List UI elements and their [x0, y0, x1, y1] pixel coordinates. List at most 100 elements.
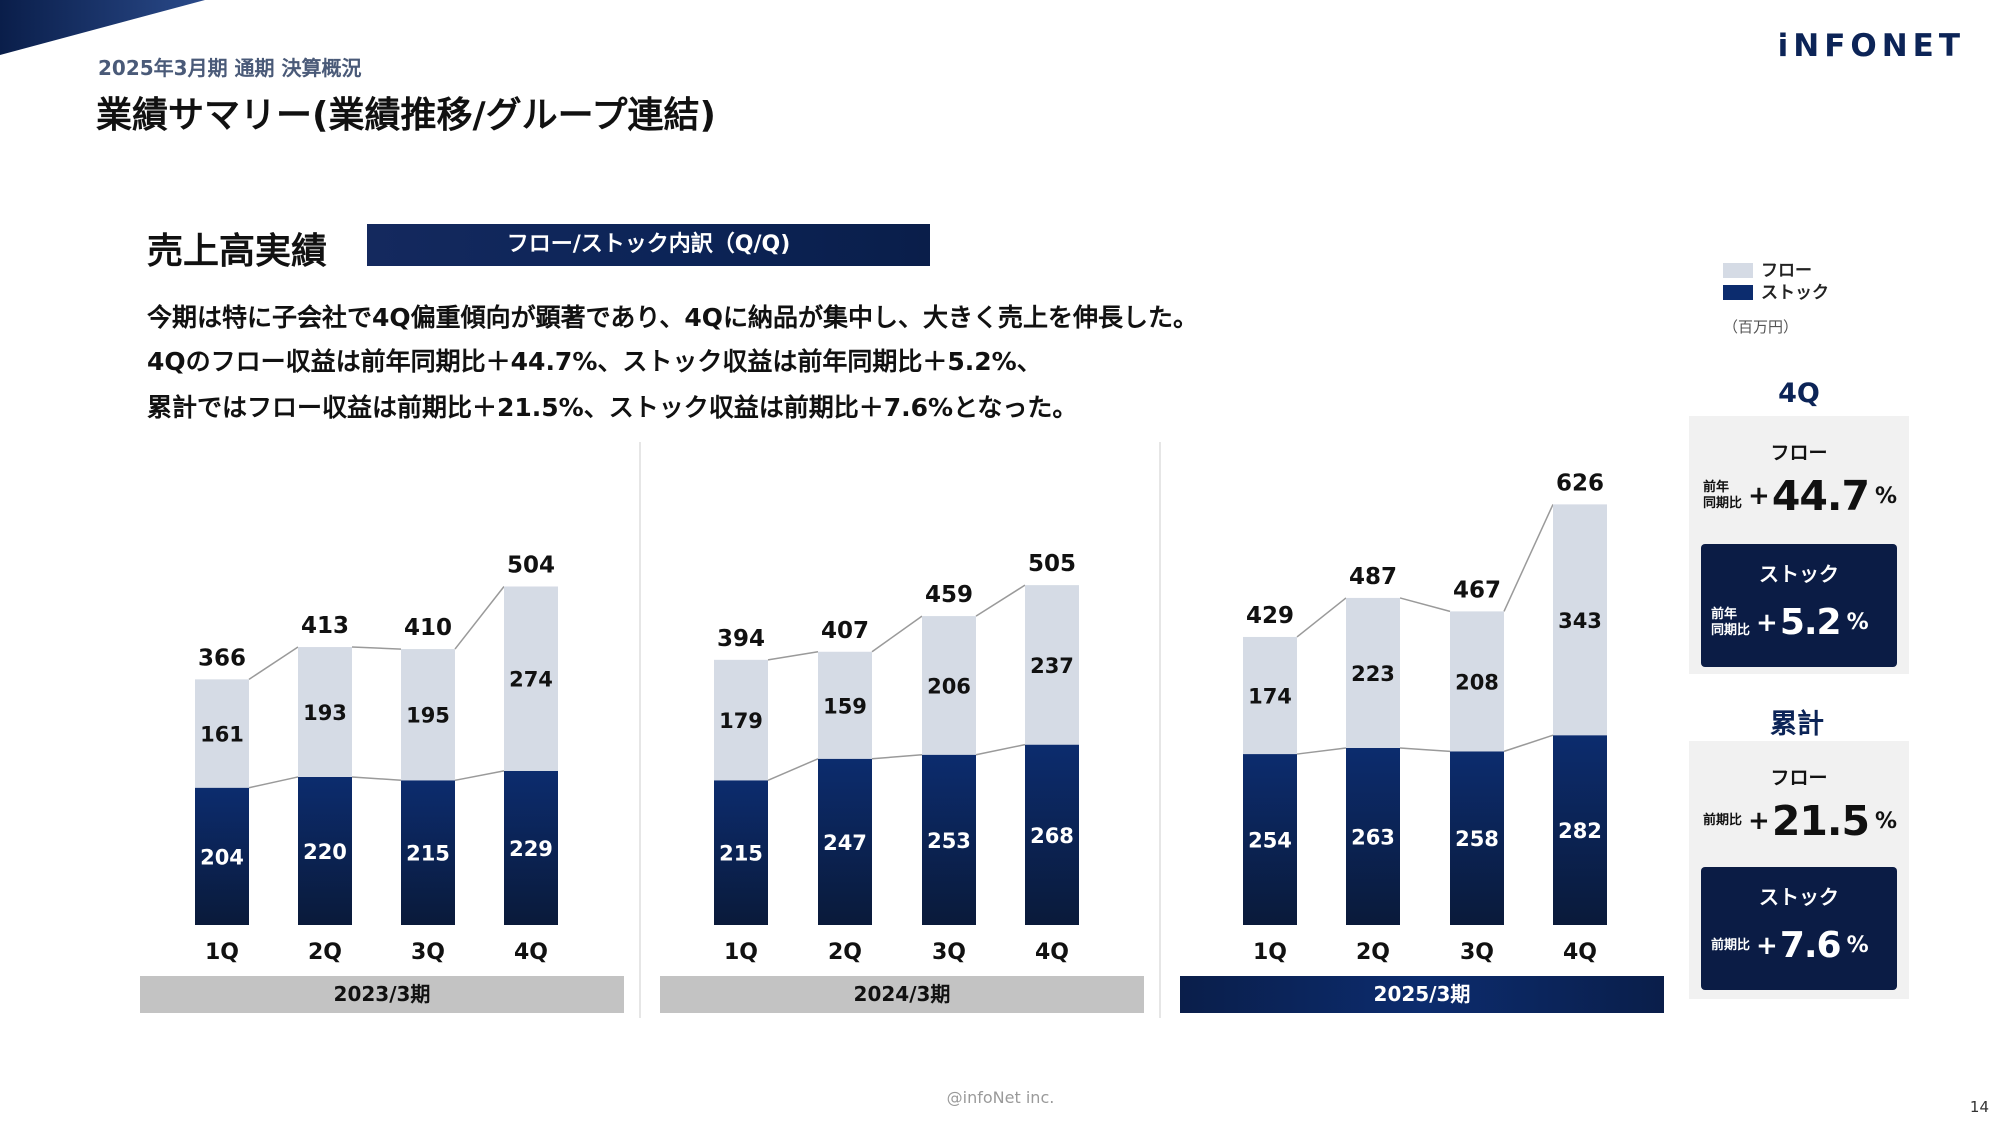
- bar-stock: [195, 787, 249, 925]
- connector-stock: [1399, 747, 1451, 753]
- description-line-2: 4Qのフロー収益は前年同期比＋44.7%、ストック収益は前年同期比＋5.2%、: [147, 347, 1042, 376]
- data-label-stock: 268: [1030, 824, 1074, 848]
- panel-4q-flow-comp-line1: 前年: [1703, 480, 1730, 495]
- plus-sign: +: [1748, 481, 1770, 511]
- bar-flow: [818, 651, 872, 759]
- panel-4q-heading: 4Q: [1778, 378, 1820, 409]
- bar-stock: [1553, 735, 1607, 925]
- bar-flow: [1553, 504, 1607, 736]
- data-label-flow: 223: [1351, 662, 1395, 686]
- panel-4q-stock-comp-line1: 前年: [1711, 606, 1738, 622]
- bar-stock: [1243, 754, 1297, 925]
- bar-flow: [922, 616, 976, 755]
- bar-stock: [922, 754, 976, 925]
- data-label-total: 394: [717, 626, 765, 652]
- data-label-stock: 254: [1248, 829, 1292, 853]
- plus-sign: +: [1756, 607, 1778, 638]
- legend-stock-swatch: [1723, 285, 1753, 300]
- data-label-stock: 258: [1455, 827, 1499, 851]
- panel-4q-stock-growth: 前年 同期比 + 5.2 %: [1711, 602, 1869, 643]
- panel-4q-flow-growth: 前年 同期比 + 44.7 %: [1703, 472, 1897, 520]
- panel-cumulative-stock-label: ストック: [1759, 885, 1839, 909]
- panel-4q-flow-value: 44.7: [1771, 472, 1870, 520]
- bar-flow: [1025, 585, 1079, 745]
- bar-flow: [298, 647, 352, 777]
- panel-4q-stock-value: 5.2: [1779, 602, 1842, 643]
- period-label: 2023/3期: [334, 982, 431, 1006]
- data-label-flow: 208: [1455, 670, 1499, 694]
- section-banner: フロー/ストック内訳（Q/Q): [367, 224, 930, 266]
- page-subtitle: 2025年3月期 通期 決算概況: [98, 56, 362, 80]
- data-label-total: 626: [1556, 470, 1604, 496]
- stacked-bar-chart: 204 161 366 1Q 220 193 413 2Q 215 195 410 3Q 229 274 5…: [140, 442, 1664, 1018]
- x-tick-label: 4Q: [514, 940, 548, 965]
- bar-flow: [1346, 597, 1400, 749]
- data-label-stock: 215: [406, 842, 450, 866]
- bar-stock: [504, 770, 558, 925]
- panel-cumulative-flow-value: 21.5: [1771, 797, 1870, 845]
- data-label-stock: 282: [1558, 819, 1602, 843]
- corner-decoration: [0, 0, 205, 55]
- x-tick-label: 4Q: [1563, 940, 1597, 965]
- data-label-total: 505: [1028, 551, 1076, 577]
- data-label-flow: 195: [406, 704, 450, 728]
- connector-stock: [1503, 734, 1554, 753]
- panel-4q-flow-label: フロー: [1770, 442, 1828, 464]
- data-label-stock: 253: [927, 829, 971, 853]
- x-tick-label: 2Q: [828, 940, 862, 965]
- data-label-stock: 204: [200, 845, 244, 869]
- panel-4q: フロー 前年 同期比 + 44.7 % ストック 前年 同期比 + 5.2 %: [1689, 416, 1909, 674]
- section-heading: 売上高実績: [147, 231, 328, 272]
- connector-total: [767, 651, 819, 661]
- data-label-flow: 179: [719, 709, 763, 733]
- bar-stock: [1025, 744, 1079, 925]
- unit-label: （百万円）: [1723, 318, 1799, 336]
- panel-cumulative-flow-label: フロー: [1770, 767, 1828, 789]
- panel-cumulative-flow-comparison: 前期比: [1703, 813, 1743, 828]
- company-logo: iNFONET: [1777, 28, 1965, 64]
- connector-total: [975, 584, 1026, 617]
- period-label-bar: [140, 976, 624, 1013]
- connector-total: [454, 586, 505, 650]
- data-label-stock: 247: [823, 831, 867, 855]
- plus-sign: +: [1748, 806, 1770, 836]
- x-tick-label: 3Q: [411, 940, 445, 965]
- data-label-stock: 263: [1351, 826, 1395, 850]
- connector-total: [871, 615, 923, 653]
- connector-total: [248, 646, 299, 680]
- data-label-stock: 215: [719, 842, 763, 866]
- data-label-flow: 343: [1558, 609, 1602, 633]
- period-label-bar: [1180, 976, 1664, 1013]
- panel-cumulative: フロー 前期比 + 21.5 % ストック 前期比 + 7.6 %: [1689, 741, 1909, 999]
- data-label-total: 366: [198, 645, 246, 671]
- page-number: 14: [1969, 1098, 1989, 1116]
- bar-stock: [401, 780, 455, 925]
- data-label-flow: 174: [1248, 685, 1292, 709]
- legend-flow-label: フロー: [1761, 261, 1812, 281]
- data-label-flow: 274: [509, 668, 553, 692]
- bar-stock: [298, 776, 352, 925]
- bar-stock: [714, 780, 768, 925]
- x-tick-label: 4Q: [1035, 940, 1069, 965]
- connector-total: [351, 646, 402, 650]
- percent-sign: %: [1846, 610, 1869, 635]
- panel-4q-stock-comparison: 前年 同期比: [1711, 607, 1750, 639]
- connector-stock: [248, 776, 299, 789]
- bar-flow: [195, 679, 249, 788]
- bar-flow: [1450, 611, 1504, 752]
- bar-flow: [504, 586, 558, 771]
- x-tick-label: 1Q: [1253, 940, 1287, 965]
- bar-stock: [1450, 751, 1504, 925]
- description-line-1: 今期は特に子会社で4Q偏重傾向が顕著であり、4Qに納品が集中し、大きく売上を伸長…: [147, 303, 1199, 332]
- description-line-3: 累計ではフロー収益は前期比＋21.5%、ストック収益は前期比＋7.6%となった。: [147, 393, 1078, 422]
- connector-total: [1296, 597, 1347, 638]
- connector-total: [1399, 597, 1451, 613]
- data-label-flow: 161: [200, 723, 244, 747]
- data-label-total: 467: [1453, 577, 1501, 603]
- panel-cumulative-stock-comparison: 前期比: [1711, 937, 1751, 953]
- x-tick-label: 2Q: [308, 940, 342, 965]
- footer-copyright: @infoNet inc.: [946, 1088, 1055, 1107]
- x-tick-label: 1Q: [205, 940, 239, 965]
- period-label: 2024/3期: [854, 982, 951, 1006]
- connector-stock: [975, 743, 1026, 756]
